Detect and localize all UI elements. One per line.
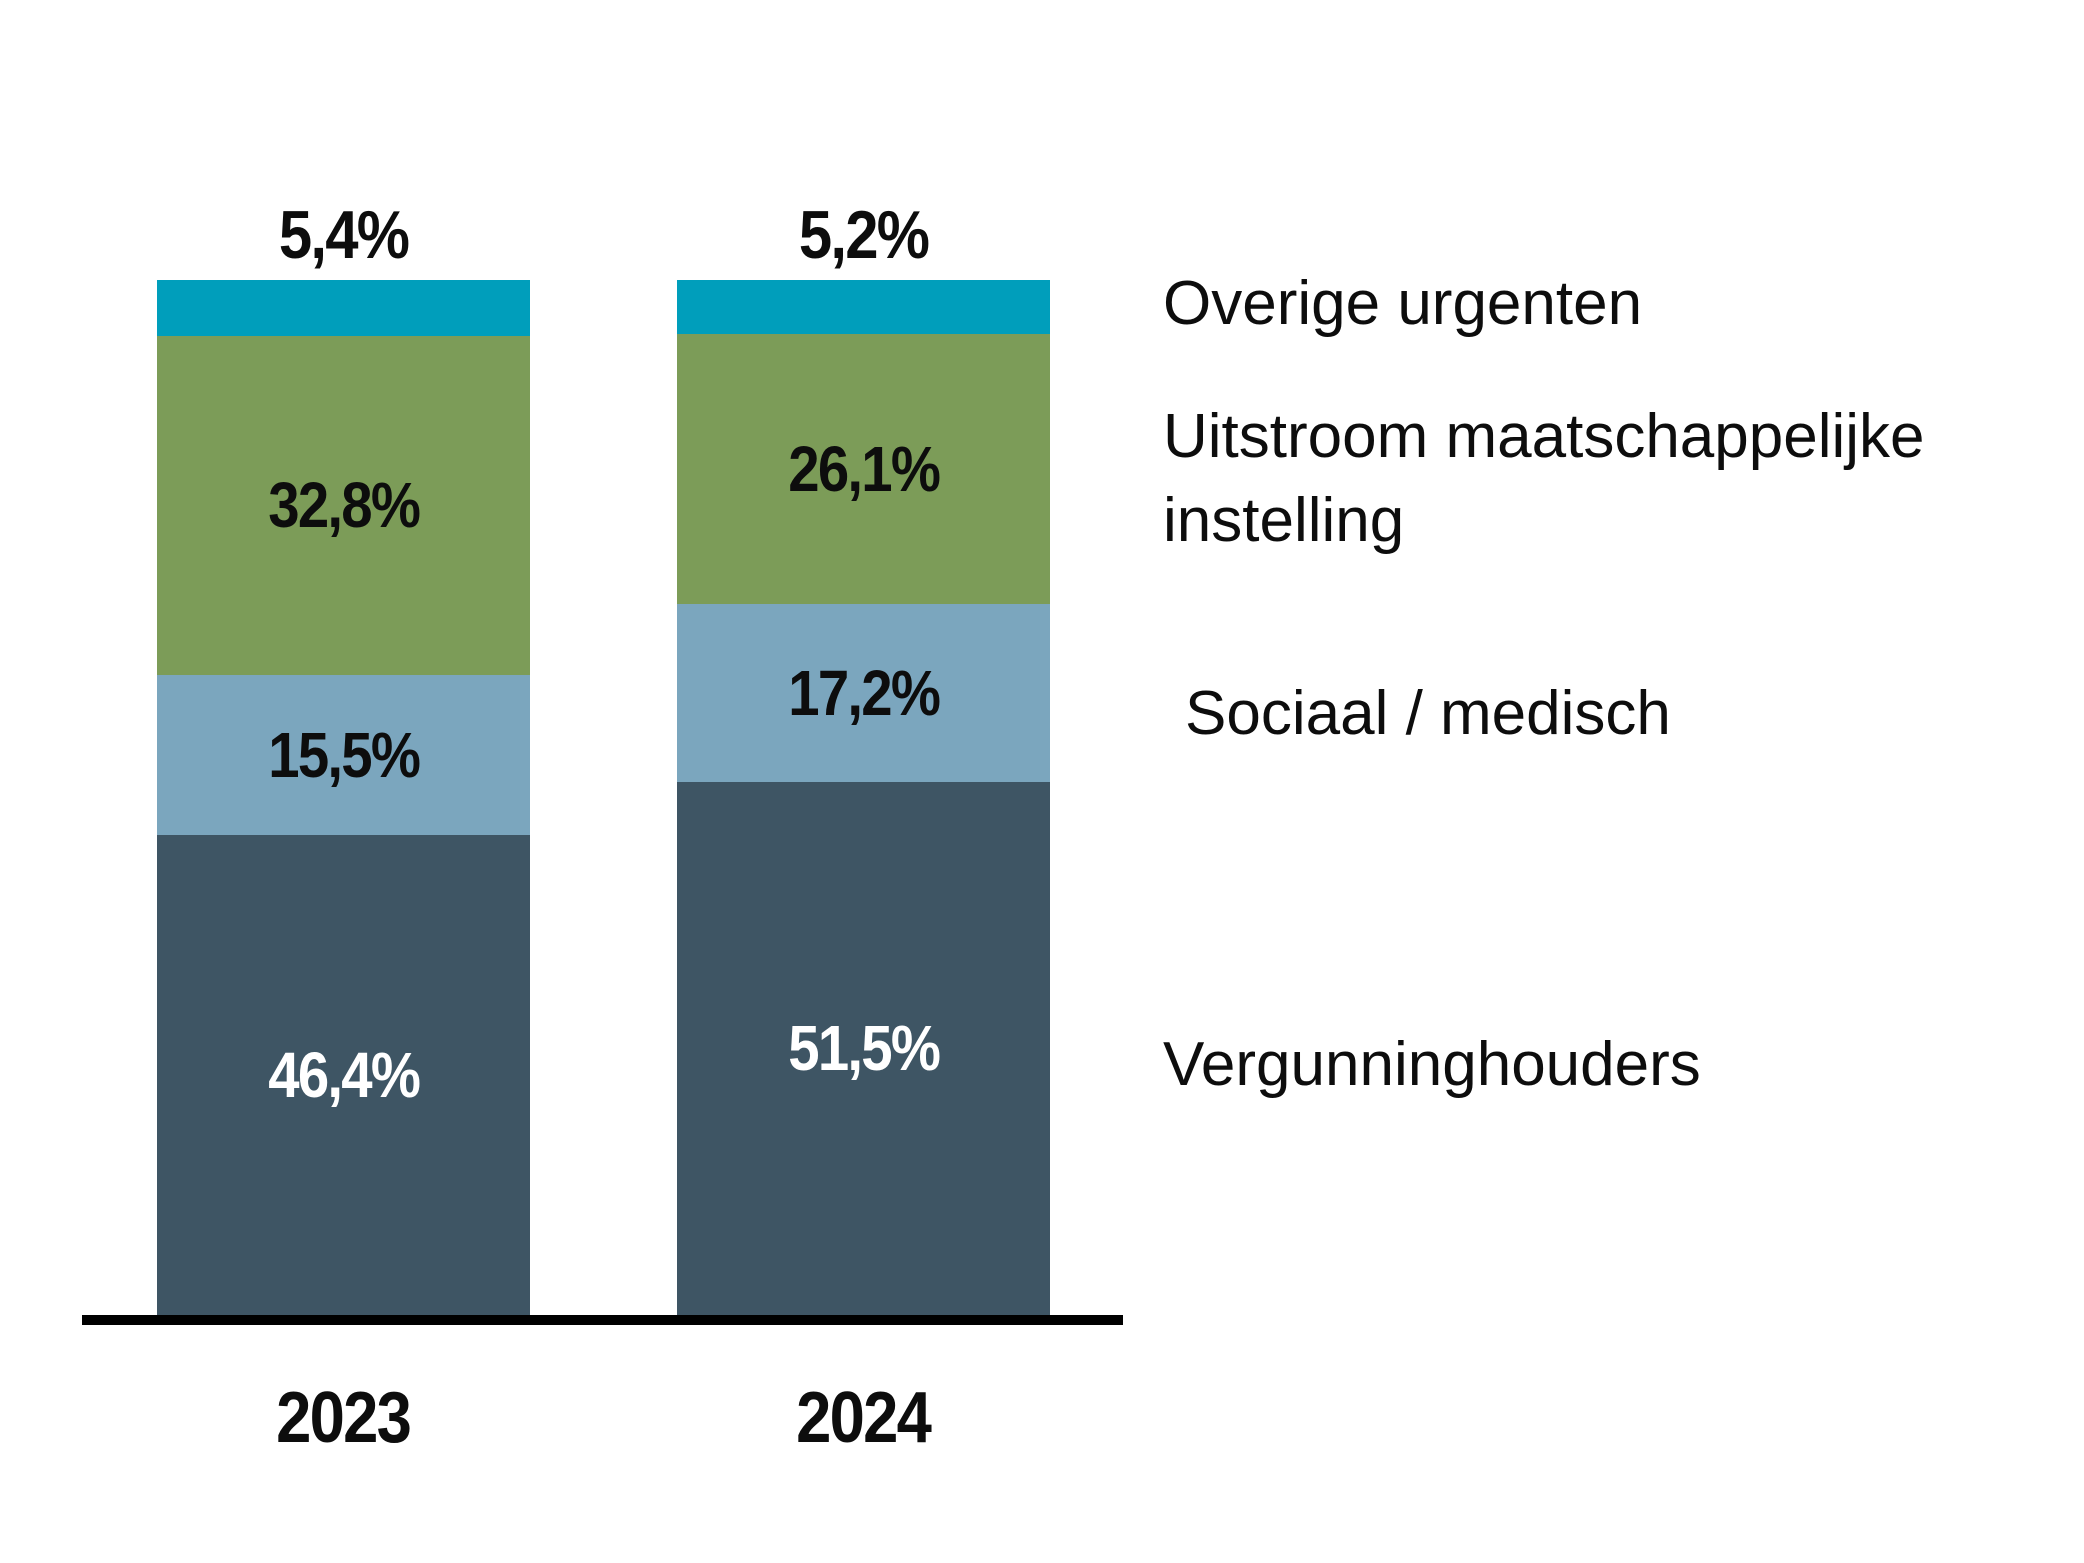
legend-label-sociaal-medisch: Sociaal / medisch xyxy=(1185,679,1671,748)
value-label-uitstroom-maatschappelijke-instelling-2023: 32,8% xyxy=(268,469,421,542)
value-label-overige-urgenten-2023: 5,4% xyxy=(157,192,530,274)
x-axis-line xyxy=(82,1315,1123,1325)
x-axis-tick-2023: 2023 xyxy=(157,1368,530,1468)
x-axis-tick-text: 2023 xyxy=(276,1378,413,1458)
segment-uitstroom-maatschappelijke-instelling-2024: 26,1% xyxy=(677,333,1050,604)
segment-sociaal-medisch-2024: 17,2% xyxy=(677,603,1050,782)
x-axis-tick-2024: 2024 xyxy=(677,1368,1050,1468)
value-label-uitstroom-maatschappelijke-instelling-2024: 26,1% xyxy=(788,432,941,505)
segment-vergunninghouders-2024: 51,5% xyxy=(677,781,1050,1315)
value-label-overige-urgenten-2024: 5,2% xyxy=(677,192,1050,274)
bar-2023: 32,8% 15,5% 46,4% xyxy=(157,280,530,1315)
value-label-text: 5,2% xyxy=(798,197,930,273)
bar-2024: 26,1% 17,2% 51,5% xyxy=(677,280,1050,1315)
x-axis-tick-text: 2024 xyxy=(796,1378,933,1458)
value-label-vergunninghouders-2024: 51,5% xyxy=(788,1012,941,1085)
segment-vergunninghouders-2023: 46,4% xyxy=(157,835,530,1315)
legend-label-overige-urgenten: Overige urgenten xyxy=(1163,269,1643,338)
value-label-sociaal-medisch-2024: 17,2% xyxy=(788,656,941,729)
segment-sociaal-medisch-2023: 15,5% xyxy=(157,674,530,836)
value-label-vergunninghouders-2023: 46,4% xyxy=(268,1039,421,1112)
segment-uitstroom-maatschappelijke-instelling-2023: 32,8% xyxy=(157,335,530,675)
value-label-text: 5,4% xyxy=(278,197,410,273)
legend-label-uitstroom-maatschappelijke-instelling: Uitstroom maatschappelijke instelling xyxy=(1163,402,1925,555)
legend-label-vergunninghouders: Vergunninghouders xyxy=(1163,1030,1701,1099)
segment-overige-urgenten-2023 xyxy=(157,280,530,336)
value-label-sociaal-medisch-2023: 15,5% xyxy=(268,719,421,792)
segment-overige-urgenten-2024 xyxy=(677,280,1050,334)
